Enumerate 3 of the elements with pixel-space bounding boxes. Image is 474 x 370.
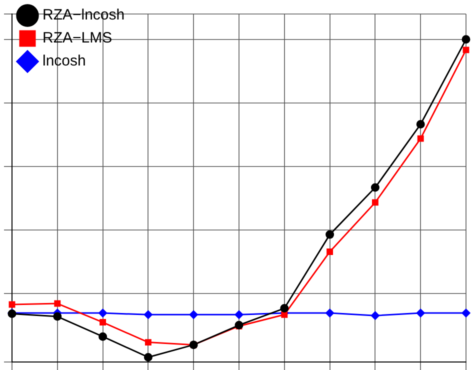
legend-label: RZA−lncosh [42, 6, 125, 24]
legend-label: RZA−LMS [42, 30, 112, 47]
legend-label: lncosh [42, 52, 86, 70]
